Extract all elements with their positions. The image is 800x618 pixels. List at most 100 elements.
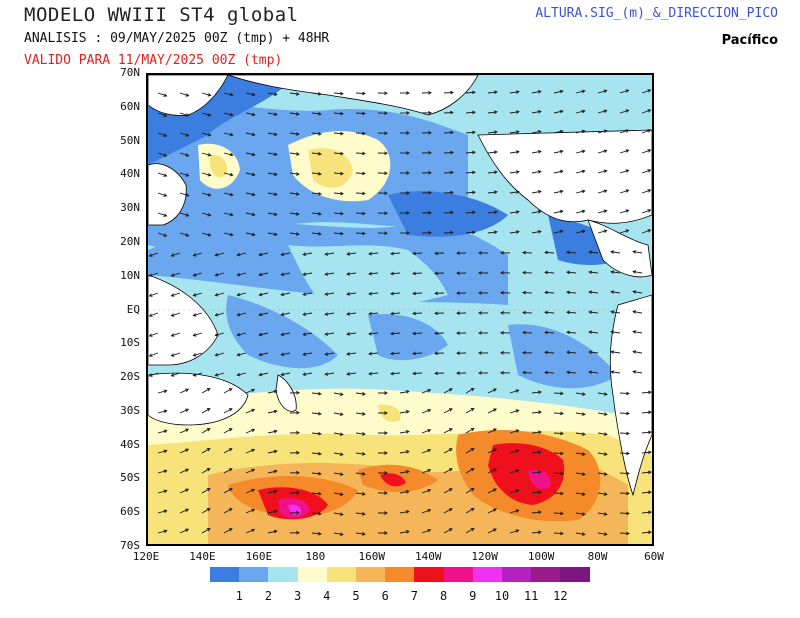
direction-arrow <box>347 272 357 275</box>
direction-arrow-head <box>581 532 586 536</box>
direction-arrow-head <box>170 293 175 297</box>
direction-arrow <box>179 408 189 414</box>
direction-arrow-head <box>603 109 608 113</box>
color-scale-label: 5 <box>352 589 360 603</box>
direction-arrow <box>281 372 291 376</box>
direction-arrow <box>390 272 401 275</box>
direction-arrow-head <box>390 371 394 376</box>
direction-arrow <box>157 510 167 514</box>
direction-arrow-head <box>450 190 454 195</box>
direction-arrow-head <box>340 171 344 176</box>
direction-arrow-head <box>214 332 219 337</box>
direction-arrow-head <box>206 528 211 532</box>
direction-arrow <box>333 172 344 175</box>
direction-arrow <box>311 232 321 235</box>
direction-arrow-head <box>229 172 234 177</box>
direction-arrow <box>611 331 621 334</box>
direction-arrow <box>223 448 233 454</box>
direction-arrow-head <box>273 469 278 474</box>
direction-arrow-head <box>406 91 410 95</box>
direction-arrow <box>201 132 211 136</box>
direction-arrow-head <box>428 150 432 155</box>
direction-arrow-head <box>361 432 366 436</box>
direction-arrow-head <box>207 113 212 117</box>
direction-arrow <box>333 232 344 235</box>
direction-arrow <box>245 509 255 514</box>
direction-arrow-head <box>362 171 366 176</box>
direction-arrow <box>390 252 401 255</box>
direction-arrow-head <box>581 149 586 154</box>
direction-arrow-head <box>206 468 211 472</box>
direction-arrow <box>355 472 365 475</box>
direction-arrow-head <box>258 252 263 257</box>
direction-arrow <box>575 432 585 435</box>
direction-arrow-head <box>340 191 344 196</box>
direction-arrow-head <box>450 170 454 175</box>
direction-arrow-head <box>448 408 453 412</box>
direction-arrow <box>369 292 379 295</box>
direction-arrow-head <box>273 429 278 434</box>
direction-arrow-head <box>515 130 520 134</box>
direction-arrow-head <box>295 192 300 196</box>
lon-label: 60W <box>644 550 664 563</box>
direction-arrow <box>443 448 453 454</box>
direction-arrow <box>509 231 519 234</box>
direction-arrow <box>575 210 585 214</box>
direction-arrow-head <box>581 189 586 194</box>
direction-arrow <box>333 152 344 155</box>
direction-arrow <box>311 512 321 515</box>
direction-arrow-head <box>566 310 570 315</box>
direction-arrow <box>412 292 423 295</box>
direction-arrow <box>641 411 652 414</box>
direction-arrow <box>619 129 629 134</box>
direction-arrow <box>347 332 357 335</box>
direction-arrow <box>325 372 335 375</box>
direction-arrow-head <box>390 271 394 276</box>
direction-arrow-head <box>324 332 329 336</box>
direction-arrow <box>259 372 269 376</box>
direction-arrow-head <box>588 290 593 295</box>
direction-arrow-head <box>192 273 197 277</box>
wave-height-map <box>146 73 654 546</box>
direction-arrow <box>267 530 277 534</box>
direction-arrow-head <box>317 111 322 116</box>
direction-arrow-head <box>368 271 373 276</box>
direction-arrow <box>619 109 629 114</box>
direction-arrow-head <box>236 352 241 357</box>
direction-arrow-head <box>412 311 416 316</box>
direction-arrow <box>215 272 225 276</box>
direction-arrow-head <box>434 291 438 296</box>
direction-arrow-head <box>581 89 586 94</box>
direction-arrow-head <box>368 331 373 336</box>
direction-arrow <box>641 189 651 194</box>
color-scale-swatch <box>531 567 561 582</box>
direction-arrow <box>171 332 181 337</box>
direction-arrow <box>597 130 607 134</box>
direction-arrow-head <box>412 291 416 296</box>
direction-arrow-head <box>537 150 542 154</box>
direction-arrow-head <box>450 130 454 135</box>
direction-arrow <box>619 392 630 395</box>
direction-arrow-head <box>427 488 432 493</box>
direction-arrow-head <box>515 429 520 433</box>
direction-arrow-head <box>515 489 520 493</box>
direction-arrow <box>553 472 564 474</box>
direction-arrow <box>597 210 607 214</box>
direction-arrow-head <box>625 209 630 213</box>
direction-arrow-head <box>537 450 542 455</box>
direction-arrow <box>597 170 607 174</box>
direction-arrow-head <box>361 512 366 516</box>
direction-arrow <box>465 231 476 234</box>
direction-arrow-head <box>317 91 322 96</box>
direction-arrow-head <box>346 372 351 376</box>
direction-arrow-head <box>515 90 520 94</box>
direction-arrow-head <box>185 173 190 177</box>
direction-arrow-head <box>163 409 168 414</box>
direction-arrow-head <box>236 252 241 257</box>
direction-arrow <box>149 272 159 277</box>
direction-arrow <box>215 352 225 356</box>
direction-arrow <box>157 92 167 97</box>
direction-arrow-head <box>632 250 637 254</box>
direction-arrow <box>531 431 541 434</box>
direction-arrow <box>289 212 299 215</box>
